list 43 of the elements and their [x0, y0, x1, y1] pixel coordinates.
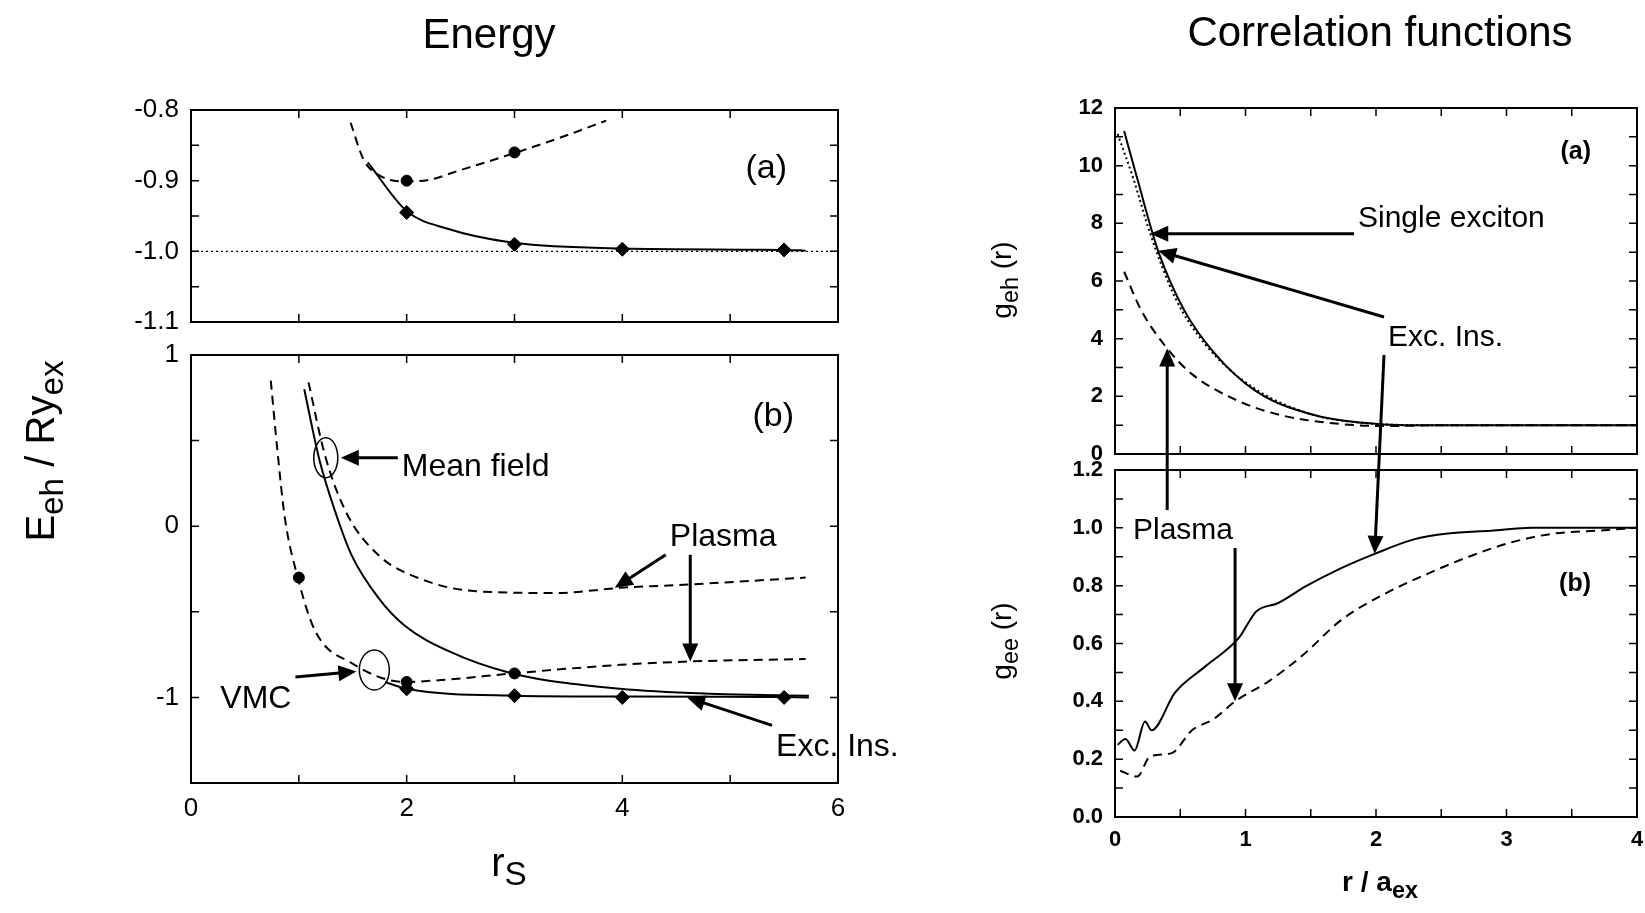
- annotation: Plasma: [669, 516, 777, 553]
- y-tick-label: 0.2: [1072, 745, 1103, 771]
- chart-title: Energy: [422, 10, 556, 57]
- y-tick-label: 4: [1090, 324, 1104, 350]
- y-tick-label: -0.9: [134, 163, 179, 194]
- y-tick-label: -1: [155, 680, 179, 711]
- y-tick-label: 6: [1090, 267, 1103, 293]
- y-tick-label: 10: [1078, 151, 1103, 177]
- y-tick-label: -0.8: [134, 93, 179, 124]
- annotation: Exc. Ins.: [1388, 319, 1504, 352]
- annotation: Single exciton: [1358, 200, 1545, 233]
- annotation: (a): [745, 147, 787, 185]
- y-tick-label: 0.4: [1072, 687, 1104, 713]
- y-tick-label: -1.1: [134, 305, 179, 336]
- x-tick-label: 0: [1108, 826, 1122, 852]
- x-tick-label: 2: [399, 791, 414, 822]
- x-tick-label: 4: [1630, 826, 1644, 852]
- y-tick-label: 0.8: [1072, 571, 1103, 597]
- annotation: VMC: [220, 679, 292, 715]
- annotation: Plasma: [1133, 512, 1234, 545]
- annotation: Mean field: [401, 446, 550, 483]
- y-tick-label: 8: [1090, 209, 1103, 235]
- annotation: (b): [752, 395, 794, 433]
- y-tick-label: 0: [164, 509, 179, 540]
- annotation: Exc. Ins.: [776, 727, 899, 764]
- y-tick-label: 1: [164, 338, 179, 369]
- x-tick-label: 1: [1239, 826, 1252, 852]
- annotation: (a): [1560, 135, 1591, 164]
- y-tick-label: 1.0: [1072, 513, 1103, 539]
- chart-title: Correlation functions: [1187, 8, 1573, 55]
- x-axis-title: r$_{S}$: [491, 839, 527, 892]
- y-tick-label: 0.6: [1072, 629, 1103, 655]
- x-tick-label: 2: [1369, 826, 1383, 852]
- y-tick-label: 0.0: [1072, 803, 1103, 829]
- y-tick-label: 12: [1078, 94, 1103, 120]
- x-tick-label: 6: [830, 791, 846, 822]
- y-tick-label: -1.0: [134, 234, 179, 265]
- y-tick-label: 2: [1090, 382, 1103, 408]
- x-tick-label: 0: [183, 791, 199, 822]
- x-tick-label: 4: [615, 791, 630, 822]
- x-axis-title: r / a$_{ex}$: [1342, 866, 1418, 903]
- x-tick-label: 3: [1500, 826, 1513, 852]
- annotation: (b): [1559, 567, 1591, 596]
